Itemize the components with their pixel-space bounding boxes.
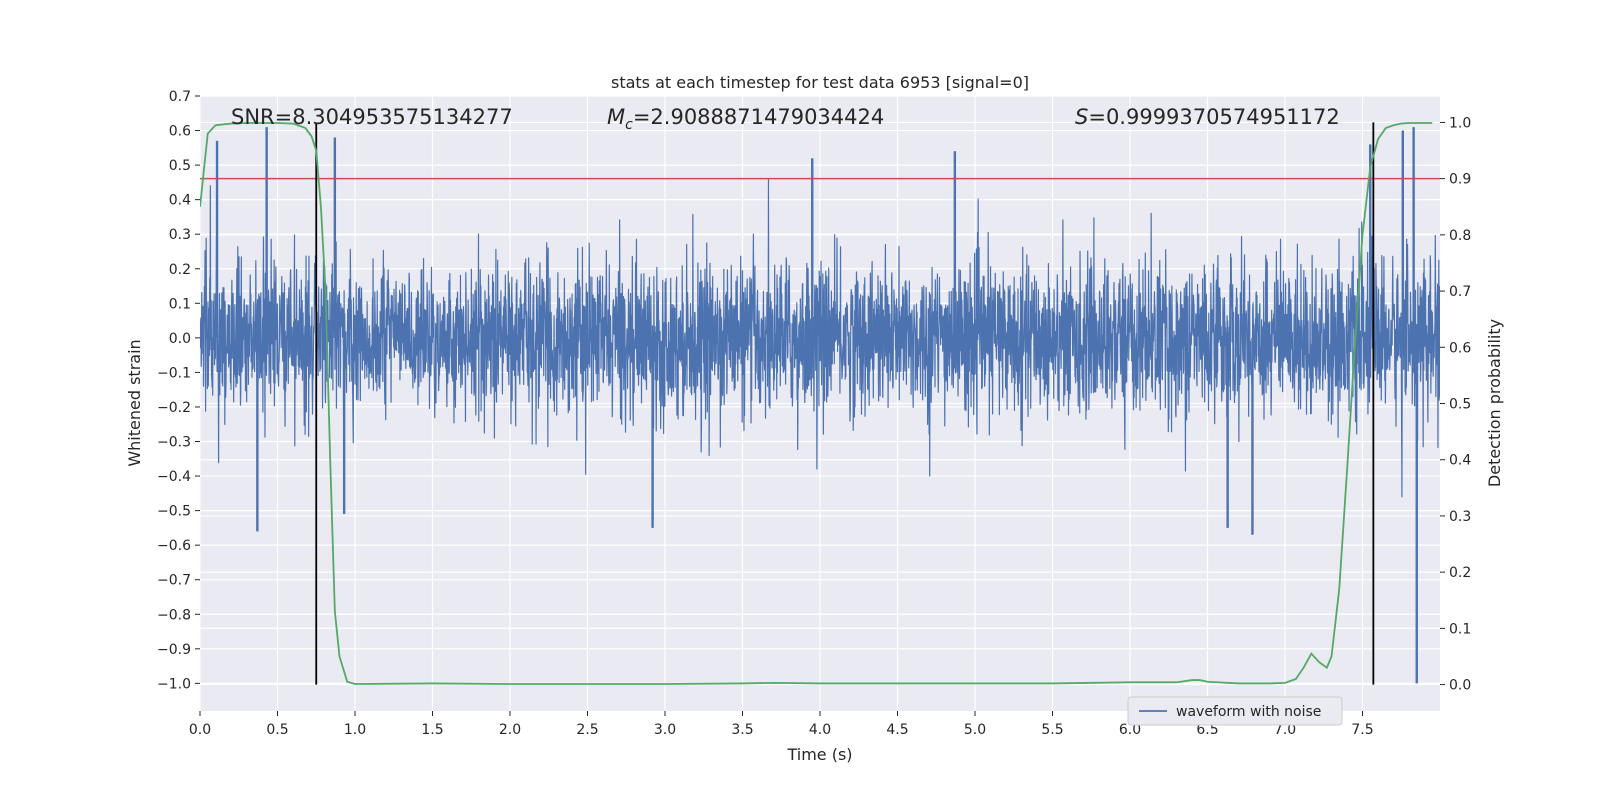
y-tick-label: −0.8 bbox=[157, 607, 191, 623]
y-tick-label: 0.4 bbox=[169, 193, 191, 209]
chart-title: stats at each timestep for test data 695… bbox=[611, 73, 1029, 92]
y-tick-label: −0.9 bbox=[157, 642, 191, 658]
y-tick-label: −1.0 bbox=[157, 676, 191, 692]
y2-tick-label: 0.4 bbox=[1449, 453, 1471, 469]
y2-tick-label: 0.7 bbox=[1449, 284, 1471, 300]
x-tick-label: 1.5 bbox=[421, 722, 443, 738]
y-tick-label: −0.1 bbox=[157, 365, 191, 381]
y2-tick-label: 0.1 bbox=[1449, 621, 1471, 637]
x-axis-label: Time (s) bbox=[786, 745, 852, 764]
score-annotation: S=0.9999370574951172 bbox=[1075, 105, 1340, 129]
y-tick-label: 0.5 bbox=[169, 158, 191, 174]
x-tick-label: 6.5 bbox=[1196, 722, 1218, 738]
x-tick-label: 4.5 bbox=[886, 722, 908, 738]
y2-tick-label: 0.0 bbox=[1449, 678, 1471, 694]
x-tick-label: 5.0 bbox=[964, 722, 986, 738]
x-tick-label: 0.5 bbox=[266, 722, 288, 738]
y-tick-label: 0.7 bbox=[169, 89, 191, 105]
y-tick-label: 0.6 bbox=[169, 124, 191, 140]
y2-tick-label: 1.0 bbox=[1449, 115, 1471, 131]
y2-axis-label: Detection probability bbox=[1485, 319, 1504, 487]
y-axis-ticks: −1.0 −0.9 −0.8 −0.7 −0.6 −0.5 −0.4 −0.3 −0.2 −0.1… bbox=[157, 89, 200, 692]
y2-tick-label: 0.2 bbox=[1449, 565, 1471, 581]
y-tick-label: 0.0 bbox=[169, 331, 191, 347]
y-tick-label: −0.7 bbox=[157, 573, 191, 589]
y-tick-label: −0.3 bbox=[157, 435, 191, 451]
y2-tick-label: 0.8 bbox=[1449, 228, 1471, 244]
x-tick-label: 1.0 bbox=[344, 722, 366, 738]
y2-tick-label: 0.9 bbox=[1449, 172, 1471, 188]
legend: waveform with noise bbox=[1127, 696, 1343, 726]
x-tick-label: 5.5 bbox=[1041, 722, 1063, 738]
x-tick-label: 6.0 bbox=[1119, 722, 1141, 738]
y-tick-label: 0.2 bbox=[169, 262, 191, 278]
x-tick-label: 2.5 bbox=[576, 722, 598, 738]
x-tick-label: 7.0 bbox=[1274, 722, 1296, 738]
x-tick-label: 3.0 bbox=[654, 722, 676, 738]
x-tick-label: 7.5 bbox=[1351, 722, 1373, 738]
y-tick-label: 0.1 bbox=[169, 296, 191, 312]
x-tick-label: 0.0 bbox=[189, 722, 211, 738]
y-tick-label: −0.5 bbox=[157, 504, 191, 520]
y-tick-label: −0.6 bbox=[157, 538, 191, 554]
snr-annotation: SNR=8.304953575134277 bbox=[231, 105, 513, 129]
y-tick-label: −0.4 bbox=[157, 469, 191, 485]
y2-tick-label: 0.5 bbox=[1449, 397, 1471, 413]
y-tick-label: −0.2 bbox=[157, 400, 191, 416]
waveform-spikes bbox=[215, 127, 1418, 684]
x-tick-label: 4.0 bbox=[809, 722, 831, 738]
x-tick-label: 2.0 bbox=[499, 722, 521, 738]
chirp-mass-annotation: Mc=2.9088871479034424 bbox=[607, 105, 884, 133]
legend-box bbox=[1127, 696, 1343, 726]
legend-label-waveform: waveform with noise bbox=[1176, 704, 1321, 720]
y-axis-label: Whitened strain bbox=[125, 339, 144, 466]
y2-axis-ticks: 0.0 0.1 0.2 0.3 0.4 0.5 0.6 0.7 0.8 0.9 1.0 bbox=[1440, 115, 1471, 694]
y2-tick-label: 0.6 bbox=[1449, 340, 1471, 356]
detection-probability-series bbox=[200, 122, 1433, 685]
x-tick-label: 3.5 bbox=[731, 722, 753, 738]
y2-tick-label: 0.3 bbox=[1449, 509, 1471, 525]
x-axis-ticks: 0.0 0.5 1.0 1.5 2.0 2.5 3.0 3.5 4.0 4.5 5.0 5.5 6.0 6… bbox=[189, 711, 1374, 738]
y-tick-label: 0.3 bbox=[169, 227, 191, 243]
vertical-markers bbox=[315, 122, 1375, 685]
waveform-series bbox=[200, 178, 1440, 498]
